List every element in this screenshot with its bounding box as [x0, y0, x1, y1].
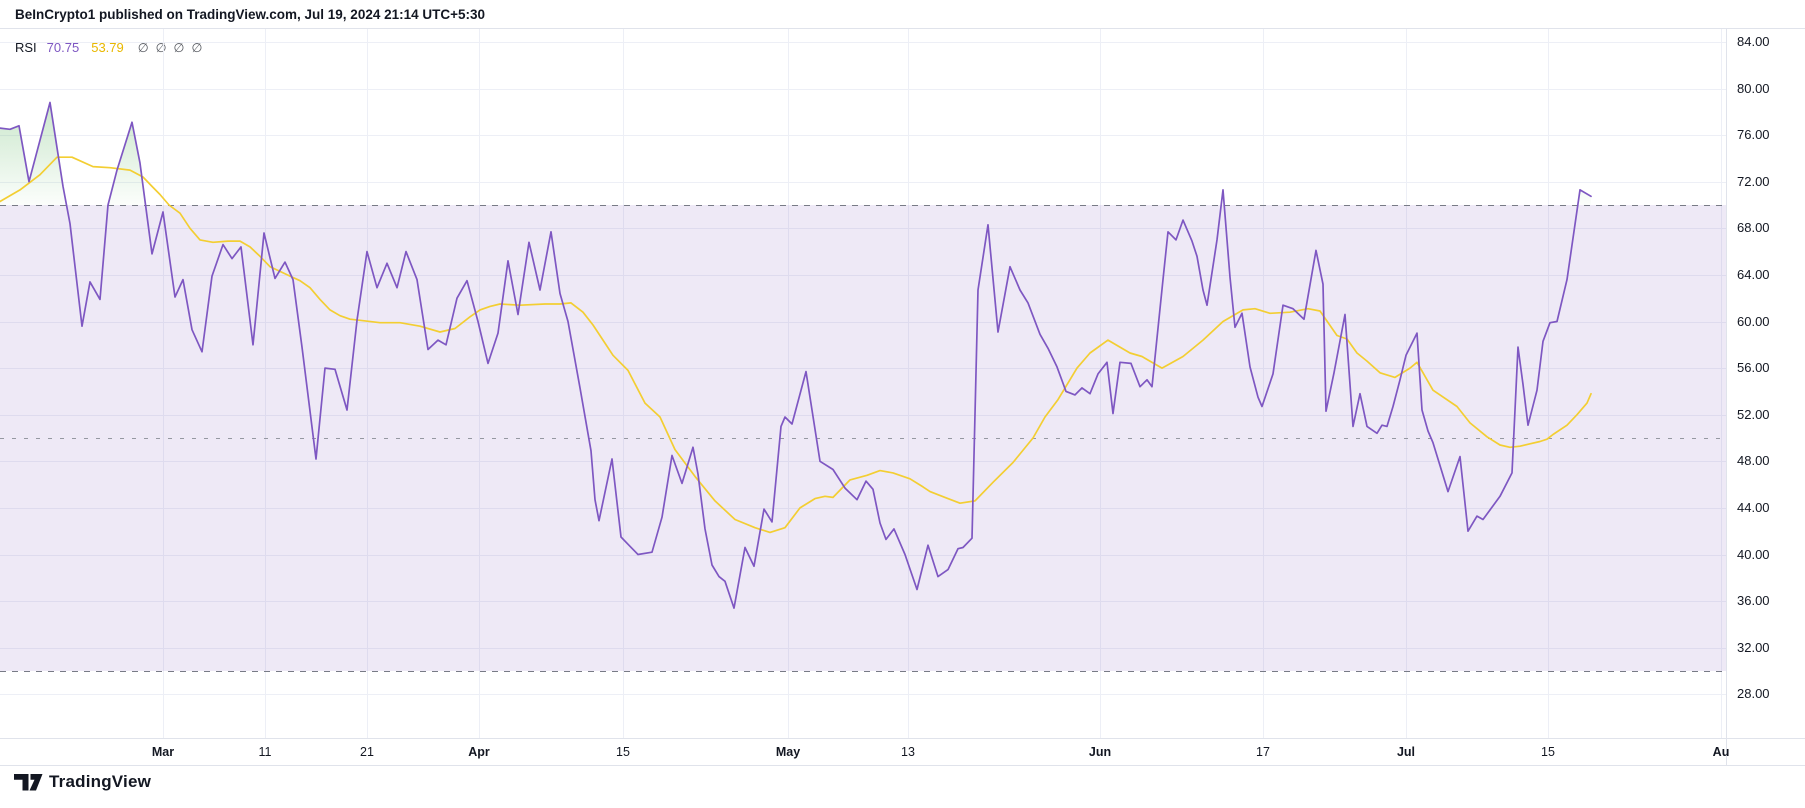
y-tick-label: 80.00: [1737, 80, 1770, 96]
y-tick-label: 68.00: [1737, 220, 1770, 236]
y-tick-label: 44.00: [1737, 499, 1770, 515]
indicator-legend: RSI 70.75 53.79 ∅ ∅ ∅ ∅: [15, 40, 209, 55]
x-tick-label: 15: [1541, 745, 1555, 759]
y-tick-label: 64.00: [1737, 266, 1770, 282]
pane-separators: [0, 28, 1805, 766]
rsi-band: [0, 205, 1726, 671]
y-tick-label: 60.00: [1737, 313, 1770, 329]
footer-brand[interactable]: TradingView: [49, 772, 152, 791]
empty-value-icon: ∅: [174, 40, 185, 55]
x-tick-label: 15: [616, 745, 630, 759]
x-tick-label: 21: [360, 745, 374, 759]
y-tick-label: 72.00: [1737, 173, 1770, 189]
x-tick-label: Jun: [1088, 745, 1112, 759]
x-tick-label: Au: [1712, 745, 1730, 759]
x-tick-label: Apr: [468, 745, 490, 759]
y-tick-label: 40.00: [1737, 546, 1770, 562]
x-tick-label: May: [775, 745, 801, 759]
x-tick-label: Mar: [151, 745, 175, 759]
y-tick-label: 52.00: [1737, 406, 1770, 422]
x-tick-label: 11: [258, 745, 272, 759]
rsi-line: [0, 101, 1592, 609]
y-tick-label: 76.00: [1737, 127, 1770, 143]
empty-value-icon: ∅: [138, 40, 149, 55]
empty-value-icon: ∅: [156, 40, 167, 55]
empty-value-icon: ∅: [191, 40, 202, 55]
series-lines: [0, 101, 1592, 609]
y-tick-label: 32.00: [1737, 639, 1770, 655]
y-tick-label: 56.00: [1737, 360, 1770, 376]
x-tick-label: 17: [1256, 745, 1270, 759]
y-tick-label: 28.00: [1737, 686, 1770, 702]
indicator-name: RSI: [15, 40, 37, 55]
tradingview-logo-icon[interactable]: [14, 773, 43, 791]
x-tick-label: Jul: [1396, 745, 1416, 759]
x-tick-label: 13: [901, 745, 915, 759]
page-title: BeInCrypto1 published on TradingView.com…: [15, 7, 486, 22]
y-tick-label: 48.00: [1737, 453, 1770, 469]
time-axis[interactable]: Mar 11 21 Apr 15 May 13 Jun 17 Jul 15 Au: [0, 739, 1729, 765]
price-axis[interactable]: 84.00 80.00 76.00 72.00 68.00 64.00 60.00 56.00…: [1726, 0, 1805, 766]
y-tick-label: 84.00: [1737, 33, 1770, 49]
rsi-ma-line: [0, 156, 1592, 534]
y-tick-label: 36.00: [1737, 593, 1770, 609]
plot-area[interactable]: [0, 28, 1726, 738]
footer: TradingView: [14, 772, 151, 792]
rsi-last-value: 70.75: [47, 40, 80, 55]
ma-last-value: 53.79: [91, 40, 124, 55]
